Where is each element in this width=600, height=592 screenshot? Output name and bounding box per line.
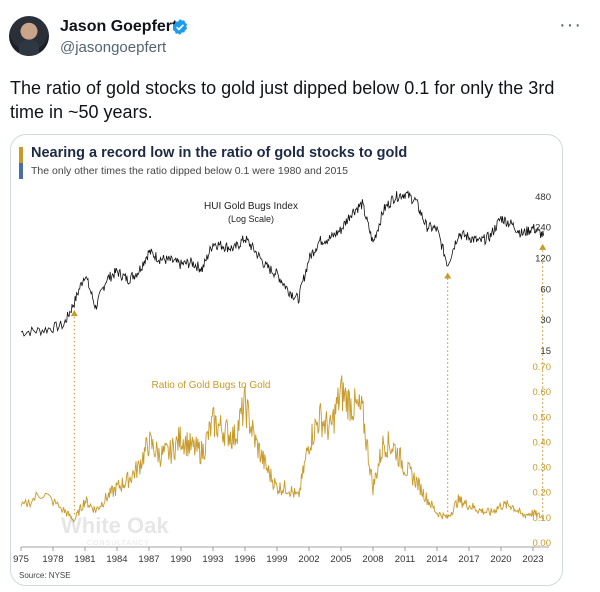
hui-tick-label-5: 480 xyxy=(535,192,551,203)
ratio-tick-label-3: 0.30 xyxy=(533,463,552,474)
ratio-series-label: Ratio of Gold Bugs to Gold xyxy=(152,380,271,391)
x-tick-label-2: 1981 xyxy=(74,554,95,565)
markers-group xyxy=(70,243,547,515)
tweet-header: Jason Goepfert @jasongoepfert ··· xyxy=(0,0,600,70)
author-handle[interactable]: @jasongoepfert xyxy=(60,39,167,56)
hui-tick-label-0: 15 xyxy=(540,346,551,357)
axes-group: 15 30 60 120 240 480 0.00 0.10 0.20 0.30 0.40 0.50 0… xyxy=(13,192,551,565)
hui-tick-label-2: 60 xyxy=(540,284,551,295)
marker-arrow-icon-2 xyxy=(539,243,547,250)
x-tick-label-1: 1978 xyxy=(42,554,63,565)
x-tick-label-11: 2008 xyxy=(362,554,383,565)
x-tick-label-14: 2017 xyxy=(458,554,479,565)
ratio-line xyxy=(20,375,545,523)
tweet-text: The ratio of gold stocks to gold just di… xyxy=(10,78,555,122)
hui-tick-label-4: 240 xyxy=(535,223,551,234)
author-name[interactable]: Jason Goepfert xyxy=(60,18,178,35)
source-note: Source: NYSE xyxy=(19,571,71,580)
ratio-tick-label-0: 0.00 xyxy=(533,538,552,549)
x-tick-label-3: 1984 xyxy=(106,554,127,565)
verified-badge-icon xyxy=(172,19,188,35)
more-options-icon[interactable]: ··· xyxy=(559,14,582,36)
ratio-tick-label-5: 0.50 xyxy=(533,412,552,423)
ratio-tick-label-1: 0.10 xyxy=(533,513,552,524)
x-tick-label-12: 2011 xyxy=(395,554,415,565)
watermark-subtext: CONSULTANCY xyxy=(87,540,150,547)
x-tick-label-10: 2005 xyxy=(330,554,351,565)
x-tick-label-8: 1999 xyxy=(266,554,287,565)
ratio-tick-label-4: 0.40 xyxy=(533,437,552,448)
hui-tick-label-3: 120 xyxy=(535,254,551,265)
watermark-text: White Oak xyxy=(61,513,169,538)
hui-series-label: HUI Gold Bugs Index xyxy=(204,201,298,212)
x-tick-label-16: 2023 xyxy=(522,554,543,565)
x-tick-label-0: 975 xyxy=(13,554,29,565)
avatar[interactable] xyxy=(9,16,49,56)
title-accent-bar xyxy=(19,147,23,179)
watermark: White Oak CONSULTANCY xyxy=(61,513,169,547)
x-tick-label-15: 2020 xyxy=(490,554,511,565)
hui-line xyxy=(20,190,545,337)
x-tick-label-6: 1993 xyxy=(202,554,223,565)
ratio-tick-label-7: 0.70 xyxy=(533,362,552,373)
chart-title: Nearing a record low in the ratio of gol… xyxy=(31,145,408,161)
chart-canvas: White Oak CONSULTANCY 15 30 60 120 240 480 0.0… xyxy=(13,190,551,580)
hui-tick-label-1: 30 xyxy=(540,315,551,326)
x-tick-label-5: 1990 xyxy=(170,554,191,565)
marker-arrow-icon-0 xyxy=(70,310,78,317)
x-tick-label-7: 1996 xyxy=(234,554,255,565)
marker-arrow-icon-1 xyxy=(444,272,452,279)
hui-series-sublabel: (Log Scale) xyxy=(228,214,274,224)
ratio-series-group xyxy=(20,375,545,523)
x-tick-label-4: 1987 xyxy=(138,554,159,565)
ratio-tick-label-2: 0.20 xyxy=(533,488,552,499)
x-tick-label-9: 2002 xyxy=(298,554,319,565)
hui-series-group xyxy=(20,190,545,337)
chart-subtitle: The only other times the ratio dipped be… xyxy=(31,165,348,177)
ratio-tick-label-6: 0.60 xyxy=(533,387,552,398)
media-card[interactable]: Nearing a record low in the ratio of gol… xyxy=(10,134,563,586)
x-tick-label-13: 2014 xyxy=(426,554,447,565)
